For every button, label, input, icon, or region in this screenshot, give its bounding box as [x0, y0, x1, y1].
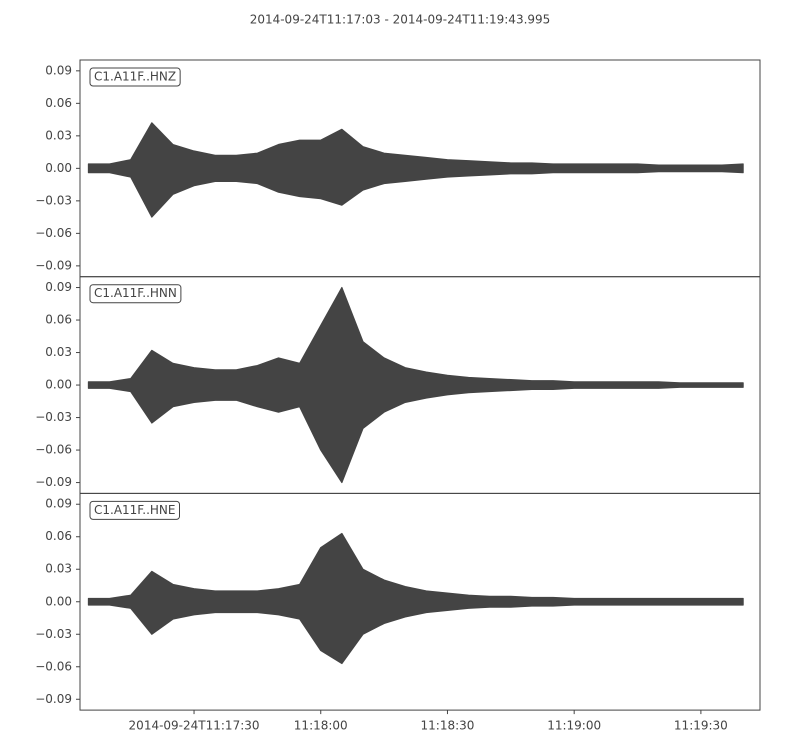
y-tick-label: −0.09	[35, 475, 72, 489]
y-tick-label: 0.03	[45, 128, 72, 142]
y-tick-label: 0.00	[45, 378, 72, 392]
y-tick-label: −0.03	[35, 410, 72, 424]
waveform	[87, 122, 744, 218]
trace-label-box	[89, 284, 182, 304]
y-tick-label: 0.09	[45, 497, 72, 511]
x-tick-label: 11:19:00	[547, 719, 601, 733]
y-tick-label: 0.00	[45, 161, 72, 175]
trace-label: C1.A11F..HNE	[94, 503, 176, 517]
y-tick-label: −0.09	[35, 258, 72, 272]
y-tick-label: 0.06	[45, 529, 72, 543]
y-tick-label: −0.03	[35, 193, 72, 207]
y-tick-label: 0.06	[45, 96, 72, 110]
y-tick-label: 0.09	[45, 280, 72, 294]
y-tick-label: 0.06	[45, 313, 72, 327]
y-tick-label: 0.00	[45, 594, 72, 608]
x-tick-label: 2014-09-24T11:17:30	[129, 719, 260, 733]
y-tick-label: −0.09	[35, 692, 72, 706]
x-tick-label: 11:19:30	[674, 719, 728, 733]
y-tick-label: 0.03	[45, 345, 72, 359]
waveform	[87, 532, 744, 665]
trace-label: C1.A11F..HNN	[94, 286, 177, 300]
trace-label: C1.A11F..HNZ	[94, 70, 176, 84]
y-tick-label: 0.09	[45, 63, 72, 77]
chart-title: 2014-09-24T11:17:03 - 2014-09-24T11:19:4…	[250, 13, 551, 27]
waveform	[87, 286, 744, 484]
x-tick-label: 11:18:00	[294, 719, 348, 733]
y-tick-label: −0.06	[35, 226, 72, 240]
y-tick-label: 0.03	[45, 562, 72, 576]
trace-label-box	[89, 67, 181, 87]
y-tick-label: −0.06	[35, 659, 72, 673]
x-tick-label: 11:18:30	[421, 719, 475, 733]
y-tick-label: −0.06	[35, 443, 72, 457]
y-tick-label: −0.03	[35, 627, 72, 641]
trace-label-box	[89, 500, 180, 520]
